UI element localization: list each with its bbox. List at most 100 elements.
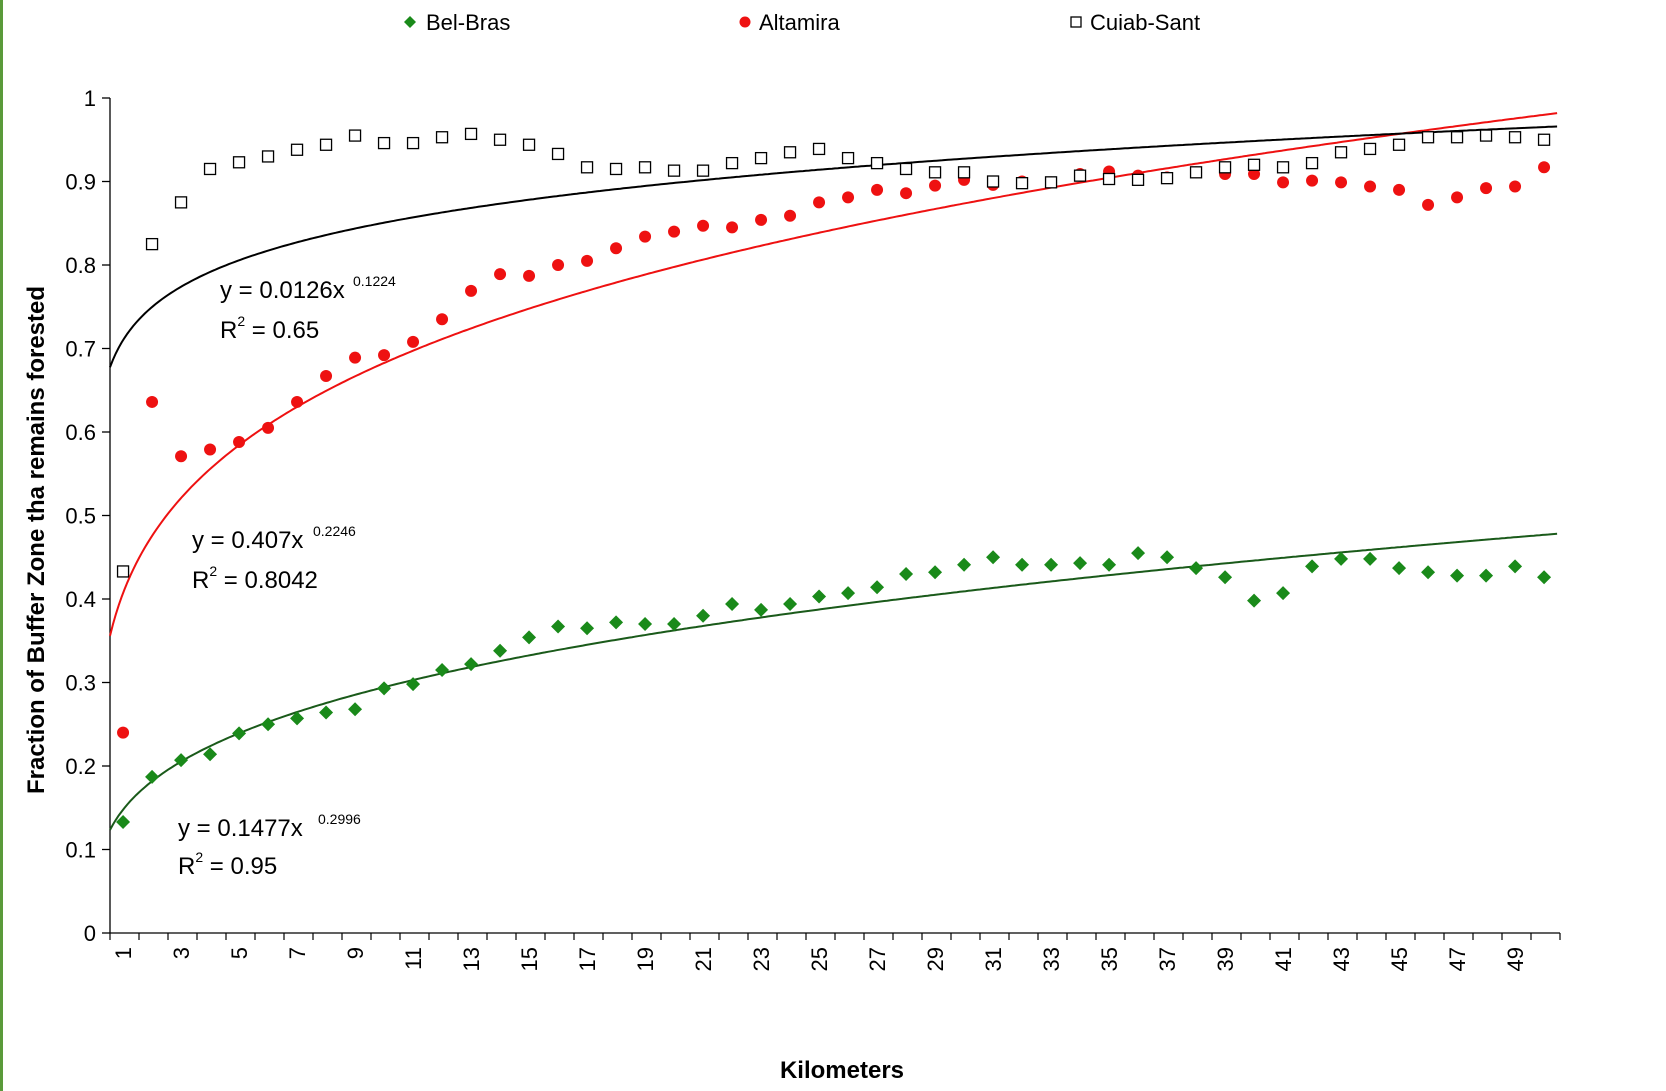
point-altamira xyxy=(523,269,536,282)
point-altamira xyxy=(436,313,449,326)
point-bel-bras xyxy=(1102,557,1117,572)
point-altamira xyxy=(1277,176,1290,189)
equation-exponent-altamira: 0.2246 xyxy=(313,523,356,539)
x-axis-title: Kilometers xyxy=(780,1057,904,1084)
point-cuiab-sant xyxy=(174,196,188,209)
point-bel-bras xyxy=(1450,568,1465,583)
point-altamira xyxy=(262,421,275,434)
point-bel-bras xyxy=(464,657,479,672)
point-cuiab-sant xyxy=(1479,129,1493,142)
point-cuiab-sant xyxy=(928,166,942,179)
point-bel-bras xyxy=(1334,551,1349,566)
point-altamira xyxy=(1393,183,1406,196)
point-altamira xyxy=(291,395,304,408)
point-altamira xyxy=(320,370,333,383)
point-bel-bras xyxy=(1305,559,1320,574)
point-cuiab-sant xyxy=(1102,172,1116,186)
x-tick-label: 5 xyxy=(227,947,252,959)
x-tick-label: 9 xyxy=(343,947,368,959)
point-bel-bras xyxy=(899,566,914,581)
point-bel-bras xyxy=(1160,550,1175,565)
point-bel-bras xyxy=(1392,561,1407,576)
point-cuiab-sant xyxy=(667,164,681,177)
point-cuiab-sant xyxy=(754,151,768,165)
point-bel-bras xyxy=(174,753,189,768)
point-cuiab-sant xyxy=(1392,138,1406,151)
point-altamira xyxy=(407,335,420,348)
point-bel-bras xyxy=(319,705,334,720)
left-edge-strip xyxy=(0,0,3,1091)
point-altamira xyxy=(1422,198,1435,211)
point-bel-bras xyxy=(754,602,769,617)
x-tick-label: 43 xyxy=(1329,947,1354,971)
point-bel-bras xyxy=(667,617,682,632)
point-cuiab-sant xyxy=(464,127,478,141)
point-cuiab-sant xyxy=(116,565,130,578)
point-bel-bras xyxy=(551,619,566,634)
x-tick-label: 25 xyxy=(807,947,832,971)
x-tick-label: 31 xyxy=(981,947,1006,971)
point-cuiab-sant xyxy=(1508,131,1522,144)
point-bel-bras xyxy=(870,580,885,595)
point-cuiab-sant xyxy=(232,156,246,169)
point-bel-bras xyxy=(406,677,421,692)
y-tick-label: 0.7 xyxy=(65,337,96,362)
x-tick-label: 47 xyxy=(1445,947,1470,971)
point-cuiab-sant xyxy=(580,161,594,174)
point-bel-bras xyxy=(232,726,247,741)
x-tick-label: 7 xyxy=(285,947,310,959)
point-altamira xyxy=(146,395,159,408)
point-bel-bras xyxy=(841,586,856,601)
x-tick-label: 41 xyxy=(1271,947,1296,971)
x-tick-label: 15 xyxy=(517,947,542,971)
point-cuiab-sant xyxy=(1189,166,1203,179)
point-bel-bras xyxy=(812,589,827,604)
legend-label-cuiab-sant: Cuiab-Sant xyxy=(1090,10,1200,35)
point-cuiab-sant xyxy=(348,129,362,142)
x-tick-label: 37 xyxy=(1155,947,1180,971)
point-cuiab-sant xyxy=(957,166,971,179)
point-bel-bras xyxy=(435,662,450,677)
trendline-bel-bras xyxy=(109,532,1558,831)
point-altamira xyxy=(465,284,478,297)
legend-marker-bel-bras xyxy=(404,16,416,28)
x-tick-label: 19 xyxy=(633,947,658,971)
point-altamira xyxy=(349,351,362,364)
x-tick-label: 35 xyxy=(1097,947,1122,971)
point-cuiab-sant xyxy=(551,147,565,161)
point-bel-bras xyxy=(1073,556,1088,571)
r2-label-cuiab-sant: R2 = 0.65 xyxy=(220,313,319,344)
axes xyxy=(102,97,1561,940)
x-tick-label: 1 xyxy=(111,947,136,959)
point-altamira xyxy=(929,179,942,192)
y-tick-label: 0.3 xyxy=(65,671,96,696)
point-altamira xyxy=(813,196,826,209)
point-altamira xyxy=(204,443,217,456)
point-bel-bras xyxy=(638,617,653,632)
point-altamira xyxy=(1306,174,1319,187)
point-bel-bras xyxy=(116,814,131,829)
x-tick-label: 23 xyxy=(749,947,774,971)
trendlines xyxy=(109,112,1558,831)
point-bel-bras xyxy=(1363,551,1378,566)
point-cuiab-sant xyxy=(1450,131,1464,144)
point-altamira xyxy=(842,191,855,204)
y-tick-label: 0.8 xyxy=(65,253,96,278)
point-cuiab-sant xyxy=(1334,146,1348,159)
point-altamira xyxy=(755,213,768,226)
point-bel-bras xyxy=(725,597,740,612)
point-altamira xyxy=(117,726,130,739)
point-bel-bras xyxy=(290,711,305,726)
point-altamira xyxy=(726,221,739,234)
legend-marker-altamira xyxy=(739,16,751,28)
point-cuiab-sant xyxy=(841,151,855,165)
point-altamira xyxy=(610,242,623,255)
r2-label-bel-bras: R2 = 0.95 xyxy=(178,849,277,880)
point-bel-bras xyxy=(783,597,798,612)
point-altamira xyxy=(1509,180,1522,193)
point-bel-bras xyxy=(696,608,711,623)
point-altamira xyxy=(552,259,565,271)
point-cuiab-sant xyxy=(261,150,275,163)
point-bel-bras xyxy=(348,702,363,717)
point-cuiab-sant xyxy=(319,138,333,151)
